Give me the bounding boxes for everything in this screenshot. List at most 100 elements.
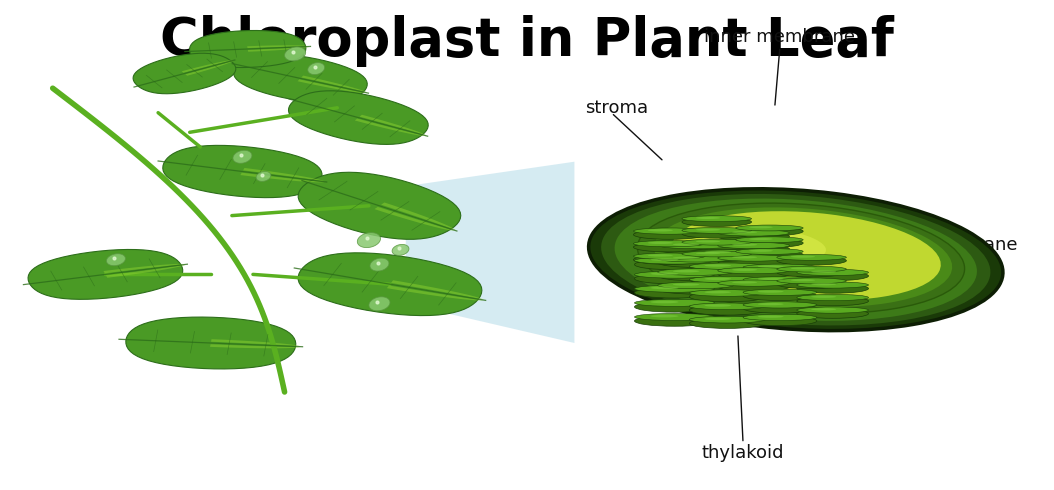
Ellipse shape bbox=[672, 243, 700, 246]
Text: Chloroplast in Plant Leaf: Chloroplast in Plant Leaf bbox=[160, 15, 894, 67]
Ellipse shape bbox=[758, 291, 784, 293]
Ellipse shape bbox=[718, 268, 789, 274]
Polygon shape bbox=[406, 162, 574, 343]
Polygon shape bbox=[248, 45, 309, 52]
Ellipse shape bbox=[658, 242, 734, 249]
Text: thylakoid: thylakoid bbox=[702, 444, 784, 462]
Polygon shape bbox=[106, 254, 125, 266]
Ellipse shape bbox=[682, 251, 752, 257]
Ellipse shape bbox=[633, 255, 705, 265]
Polygon shape bbox=[190, 30, 306, 68]
Ellipse shape bbox=[633, 228, 705, 234]
Ellipse shape bbox=[736, 248, 803, 254]
Ellipse shape bbox=[812, 270, 836, 273]
Ellipse shape bbox=[682, 253, 752, 262]
Ellipse shape bbox=[648, 254, 672, 257]
Ellipse shape bbox=[790, 268, 815, 270]
Ellipse shape bbox=[658, 269, 734, 275]
Text: outer membrane: outer membrane bbox=[864, 236, 1017, 254]
Polygon shape bbox=[256, 172, 271, 181]
Ellipse shape bbox=[743, 314, 817, 320]
Ellipse shape bbox=[689, 276, 765, 283]
Ellipse shape bbox=[633, 253, 705, 259]
Ellipse shape bbox=[635, 288, 715, 298]
Ellipse shape bbox=[682, 218, 752, 226]
Ellipse shape bbox=[790, 256, 815, 258]
Ellipse shape bbox=[812, 308, 836, 311]
Ellipse shape bbox=[718, 282, 789, 292]
Text: inner membrane: inner membrane bbox=[704, 28, 856, 46]
Polygon shape bbox=[308, 63, 325, 74]
Ellipse shape bbox=[758, 265, 784, 268]
Ellipse shape bbox=[790, 279, 815, 281]
Ellipse shape bbox=[743, 264, 817, 270]
Ellipse shape bbox=[648, 229, 672, 231]
Ellipse shape bbox=[672, 257, 700, 259]
Ellipse shape bbox=[718, 232, 789, 241]
Ellipse shape bbox=[638, 203, 964, 313]
Ellipse shape bbox=[812, 295, 836, 298]
Polygon shape bbox=[234, 54, 367, 102]
Polygon shape bbox=[374, 202, 455, 231]
Ellipse shape bbox=[682, 241, 752, 250]
Ellipse shape bbox=[588, 189, 1003, 331]
Polygon shape bbox=[103, 264, 186, 278]
Ellipse shape bbox=[797, 271, 868, 281]
Ellipse shape bbox=[812, 283, 836, 285]
Ellipse shape bbox=[682, 229, 752, 238]
Ellipse shape bbox=[736, 227, 803, 236]
Ellipse shape bbox=[635, 271, 715, 278]
Polygon shape bbox=[28, 249, 182, 299]
Polygon shape bbox=[357, 233, 380, 247]
Ellipse shape bbox=[718, 255, 789, 261]
Polygon shape bbox=[387, 280, 484, 300]
Ellipse shape bbox=[777, 256, 846, 265]
Ellipse shape bbox=[704, 291, 731, 294]
Ellipse shape bbox=[658, 255, 734, 262]
Ellipse shape bbox=[648, 242, 672, 244]
Ellipse shape bbox=[655, 207, 952, 307]
Ellipse shape bbox=[689, 303, 765, 310]
Ellipse shape bbox=[689, 292, 765, 302]
Ellipse shape bbox=[689, 317, 765, 323]
Ellipse shape bbox=[635, 299, 715, 306]
Ellipse shape bbox=[797, 282, 868, 288]
Ellipse shape bbox=[743, 277, 817, 283]
Ellipse shape bbox=[671, 211, 941, 300]
Polygon shape bbox=[297, 75, 367, 93]
Ellipse shape bbox=[682, 239, 752, 245]
Ellipse shape bbox=[704, 304, 731, 307]
Ellipse shape bbox=[635, 259, 715, 270]
Ellipse shape bbox=[658, 271, 734, 281]
Polygon shape bbox=[125, 317, 296, 369]
Ellipse shape bbox=[733, 256, 757, 258]
Ellipse shape bbox=[733, 231, 757, 233]
Ellipse shape bbox=[743, 291, 817, 300]
Polygon shape bbox=[285, 47, 306, 61]
Ellipse shape bbox=[650, 258, 679, 261]
Ellipse shape bbox=[650, 315, 679, 318]
Ellipse shape bbox=[718, 243, 789, 248]
Ellipse shape bbox=[718, 230, 789, 236]
Ellipse shape bbox=[650, 287, 679, 289]
Polygon shape bbox=[133, 53, 236, 94]
Polygon shape bbox=[233, 150, 252, 163]
Ellipse shape bbox=[758, 278, 784, 280]
Ellipse shape bbox=[672, 283, 700, 286]
Ellipse shape bbox=[689, 290, 765, 296]
Ellipse shape bbox=[635, 257, 715, 264]
Ellipse shape bbox=[696, 241, 720, 243]
Ellipse shape bbox=[704, 264, 731, 267]
Ellipse shape bbox=[797, 296, 868, 306]
Ellipse shape bbox=[704, 277, 731, 280]
Ellipse shape bbox=[797, 307, 868, 313]
Ellipse shape bbox=[718, 257, 789, 266]
Text: stroma: stroma bbox=[585, 99, 648, 117]
Ellipse shape bbox=[777, 280, 846, 289]
Ellipse shape bbox=[777, 266, 846, 272]
Ellipse shape bbox=[749, 226, 773, 228]
Ellipse shape bbox=[658, 282, 734, 289]
Polygon shape bbox=[369, 297, 390, 311]
Ellipse shape bbox=[658, 257, 734, 268]
Ellipse shape bbox=[696, 228, 720, 231]
